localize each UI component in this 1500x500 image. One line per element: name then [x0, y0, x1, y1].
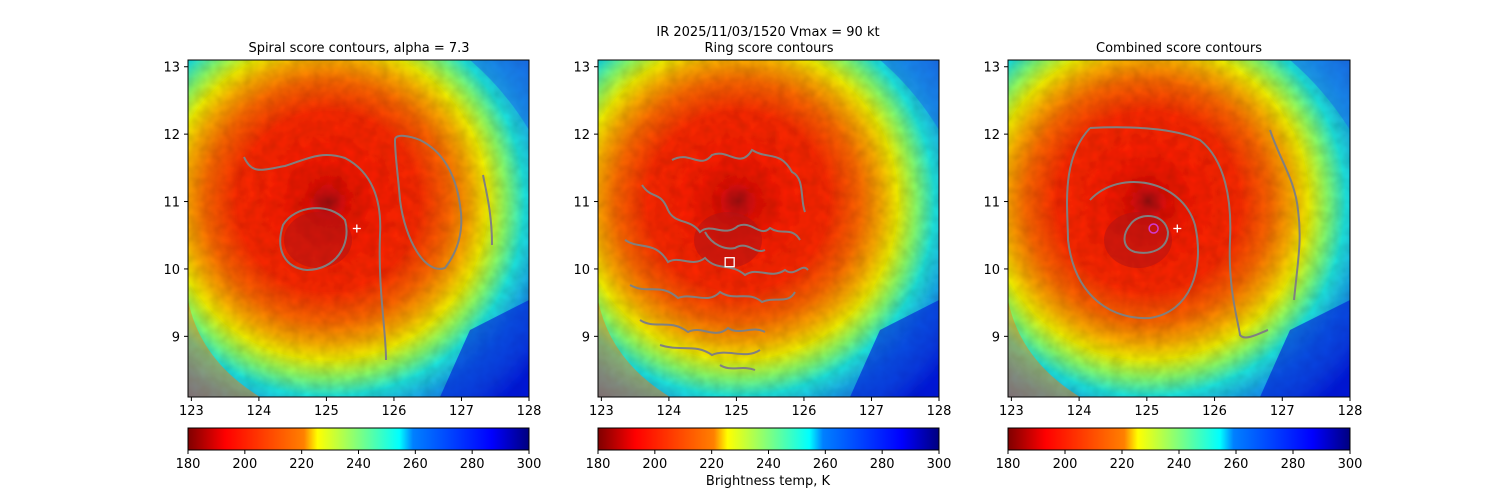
x-tick-label: 123 [179, 404, 204, 419]
colorbar-ticks: 180 200 220 240 260 280 300 [586, 450, 952, 472]
colorbar-tick-label: 260 [813, 457, 838, 472]
y-tick-label: 9 [992, 330, 1000, 345]
x-tick-label: 128 [927, 404, 952, 419]
y-tick-label: 9 [582, 330, 590, 345]
x-tick-label: 125 [1134, 404, 1159, 419]
colorbar-tick-label: 220 [289, 457, 314, 472]
panel-title: Ring score contours [704, 41, 833, 56]
y-tick-label: 11 [163, 196, 180, 211]
ir-image [188, 60, 529, 397]
colorbar-tick-label: 220 [699, 457, 724, 472]
y-tick-label: 13 [983, 61, 1000, 76]
colorbar-tick-label: 200 [642, 457, 667, 472]
colorbar-tick-label: 180 [176, 457, 201, 472]
y-tick-label: 12 [573, 128, 590, 143]
y-tick-label: 12 [983, 128, 1000, 143]
axis-ticks: 123 124 125 126 127 128 9 10 11 12 13 [983, 61, 1362, 419]
colorbar-ticks: 180 200 220 240 260 280 300 [176, 450, 542, 472]
colorbar-tick-label: 180 [586, 457, 611, 472]
colorbar-tick-label: 200 [232, 457, 257, 472]
axes-frame [597, 59, 940, 398]
figure-suptitle: IR 2025/11/03/1520 Vmax = 90 kt [656, 25, 879, 40]
colorbar-tick-label: 300 [927, 457, 952, 472]
colorbar-tick-label: 260 [1224, 457, 1249, 472]
center-plus-marker [352, 224, 361, 233]
colorbar [597, 427, 940, 451]
colorbar-ticks: 180 200 220 240 260 280 300 [996, 450, 1363, 472]
colorbar [1007, 427, 1351, 451]
axis-ticks: 123 124 125 126 127 128 9 10 11 12 13 [163, 61, 541, 419]
panel-title: Spiral score contours, alpha = 7.3 [248, 41, 469, 56]
y-tick-label: 11 [983, 196, 1000, 211]
colorbar-tick-label: 280 [460, 457, 485, 472]
colorbar-tick-label: 280 [1281, 457, 1306, 472]
x-tick-label: 126 [792, 404, 817, 419]
y-tick-label: 13 [573, 61, 590, 76]
colorbar-tick-label: 200 [1053, 457, 1078, 472]
contours [243, 134, 493, 361]
y-tick-label: 11 [573, 196, 590, 211]
axis-ticks: 123 124 125 126 127 128 9 10 11 12 13 [573, 61, 951, 419]
x-tick-label: 127 [1270, 404, 1295, 419]
axes-frame [187, 59, 530, 398]
contours [1066, 126, 1301, 339]
x-tick-label: 127 [859, 404, 884, 419]
colorbar-label: Brightness temp, K [706, 474, 831, 489]
center-plus-marker [1173, 224, 1182, 233]
ring-center-marker [724, 257, 735, 268]
x-tick-label: 123 [999, 404, 1024, 419]
colorbar [187, 427, 530, 451]
colorbar-tick-label: 180 [996, 457, 1021, 472]
y-tick-label: 13 [163, 61, 180, 76]
panel-spiral: Spiral score contours, alpha = 7.3 123 12… [163, 41, 541, 472]
panel-ring: Ring score contours 123 124 125 126 127 12891… [573, 41, 951, 489]
panel-combined: Combined score contours 123 124 125 126 127 1… [983, 41, 1362, 472]
panel-title: Combined score contours [1096, 41, 1262, 56]
x-tick-label: 126 [382, 404, 407, 419]
y-tick-label: 12 [163, 128, 180, 143]
y-tick-label: 10 [983, 263, 1000, 278]
x-tick-label: 124 [246, 404, 271, 419]
colorbar-tick-label: 260 [403, 457, 428, 472]
colorbar-tick-label: 220 [1110, 457, 1135, 472]
x-tick-label: 127 [449, 404, 474, 419]
y-tick-label: 10 [163, 263, 180, 278]
y-tick-label: 9 [172, 330, 180, 345]
x-tick-label: 128 [1338, 404, 1363, 419]
colorbar-tick-label: 300 [517, 457, 542, 472]
colorbar-tick-label: 240 [756, 457, 781, 472]
axes-frame [1007, 59, 1351, 398]
colorbar-tick-label: 240 [346, 457, 371, 472]
contours [624, 148, 809, 371]
combined-center-circle-marker [1148, 223, 1159, 234]
x-tick-label: 125 [724, 404, 749, 419]
colorbar-tick-label: 300 [1338, 457, 1363, 472]
x-tick-label: 126 [1202, 404, 1227, 419]
x-tick-label: 124 [1067, 404, 1092, 419]
y-tick-label: 10 [573, 263, 590, 278]
x-tick-label: 124 [656, 404, 681, 419]
x-tick-label: 123 [589, 404, 614, 419]
x-tick-label: 128 [517, 404, 542, 419]
x-tick-label: 125 [314, 404, 339, 419]
colorbar-tick-label: 280 [870, 457, 895, 472]
colorbar-tick-label: 240 [1167, 457, 1192, 472]
